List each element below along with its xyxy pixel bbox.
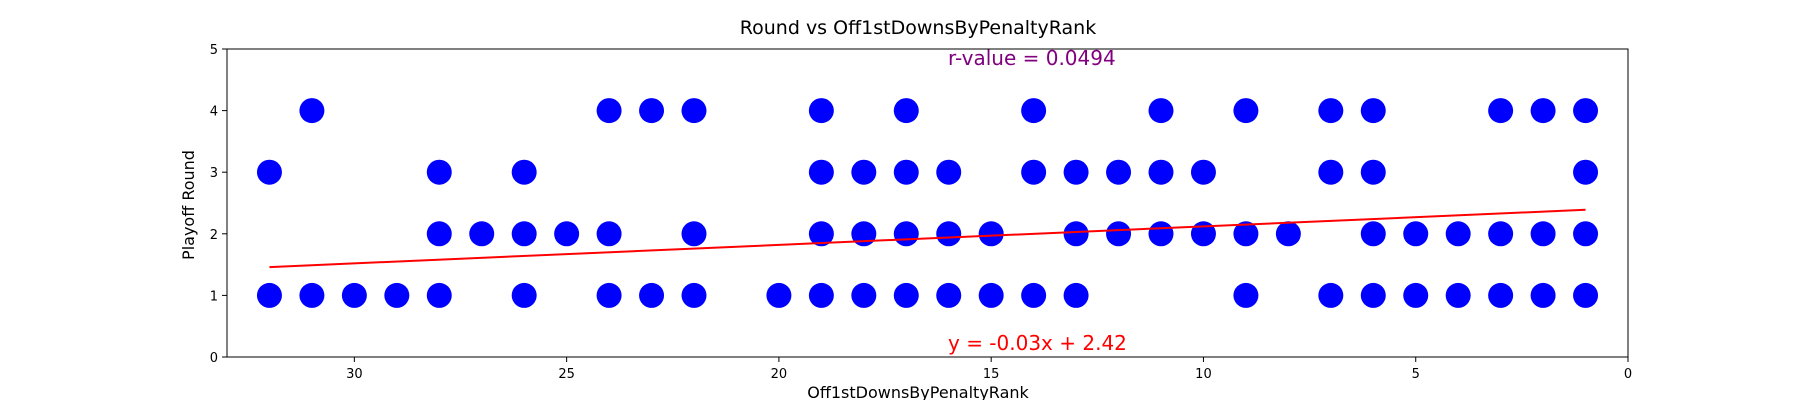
data-point <box>936 221 961 246</box>
data-point <box>1573 98 1598 123</box>
data-point <box>1233 98 1258 123</box>
data-point <box>1276 221 1301 246</box>
data-point <box>1106 221 1131 246</box>
data-point <box>894 98 919 123</box>
y-tick-label: 5 <box>210 43 218 58</box>
data-point <box>1573 283 1598 308</box>
data-point <box>682 98 707 123</box>
r-value-annotation: r-value = 0.0494 <box>948 46 1116 70</box>
data-point <box>1488 283 1513 308</box>
data-point <box>809 98 834 123</box>
data-point <box>1149 98 1174 123</box>
data-point <box>1361 221 1386 246</box>
data-point <box>682 221 707 246</box>
data-point <box>1361 160 1386 185</box>
data-point <box>1106 160 1131 185</box>
data-point <box>1021 283 1046 308</box>
data-point <box>639 283 664 308</box>
data-point <box>427 221 452 246</box>
data-point <box>427 160 452 185</box>
data-point <box>894 221 919 246</box>
data-point <box>1149 160 1174 185</box>
data-point <box>639 98 664 123</box>
data-point <box>1488 98 1513 123</box>
y-axis-label: Playoff Round <box>179 150 198 260</box>
data-point <box>1064 160 1089 185</box>
data-point <box>1361 283 1386 308</box>
data-point <box>1403 221 1428 246</box>
data-point <box>1403 283 1428 308</box>
x-tick-label: 20 <box>771 367 788 382</box>
y-tick-label: 3 <box>210 166 218 181</box>
data-point <box>554 221 579 246</box>
data-point <box>1064 283 1089 308</box>
data-point <box>979 221 1004 246</box>
y-tick-label: 4 <box>210 105 218 120</box>
x-tick-label: 0 <box>1624 367 1632 382</box>
data-point <box>1446 283 1471 308</box>
data-point <box>469 221 494 246</box>
data-point <box>894 160 919 185</box>
data-point <box>1318 283 1343 308</box>
data-point <box>766 283 791 308</box>
data-point <box>1573 221 1598 246</box>
axes: 30 25 20 15 10 5 0 0 1 2 3 4 5 <box>210 43 1632 382</box>
data-point <box>597 283 622 308</box>
plot-frame <box>227 49 1628 357</box>
data-point <box>894 283 919 308</box>
fit-equation-annotation: y = -0.03x + 2.42 <box>948 331 1127 355</box>
data-point <box>1531 283 1556 308</box>
data-point <box>1488 221 1513 246</box>
data-point <box>1191 160 1216 185</box>
data-point <box>809 283 834 308</box>
x-tick-label: 10 <box>1195 367 1212 382</box>
data-point <box>257 283 282 308</box>
data-point <box>1446 221 1471 246</box>
data-point <box>597 98 622 123</box>
data-point <box>1318 160 1343 185</box>
data-point <box>299 283 324 308</box>
data-point <box>936 283 961 308</box>
fit-line <box>269 210 1585 267</box>
data-point <box>1318 98 1343 123</box>
data-point <box>1361 98 1386 123</box>
data-point <box>1531 98 1556 123</box>
data-point <box>979 283 1004 308</box>
data-point <box>342 283 367 308</box>
x-tick-label: 30 <box>346 367 363 382</box>
data-point <box>1233 283 1258 308</box>
data-point <box>1531 221 1556 246</box>
data-point <box>851 283 876 308</box>
data-point <box>851 160 876 185</box>
data-point <box>1149 221 1174 246</box>
data-point <box>512 283 537 308</box>
data-point <box>1573 160 1598 185</box>
data-point <box>1064 221 1089 246</box>
chart-title: Round vs Off1stDownsByPenaltyRank <box>740 17 1096 39</box>
x-tick-label: 15 <box>983 367 1000 382</box>
data-point <box>257 160 282 185</box>
data-point <box>512 160 537 185</box>
data-point <box>682 283 707 308</box>
data-point <box>299 98 324 123</box>
data-point <box>427 283 452 308</box>
data-point <box>512 221 537 246</box>
y-tick-label: 0 <box>210 351 218 366</box>
y-tick-label: 1 <box>210 289 218 304</box>
y-tick-label: 2 <box>210 228 218 243</box>
data-point <box>1021 98 1046 123</box>
x-tick-label: 25 <box>558 367 575 382</box>
x-tick-label: 5 <box>1412 367 1420 382</box>
data-point <box>1021 160 1046 185</box>
x-axis-label: Off1stDownsByPenaltyRank <box>807 383 1029 400</box>
data-point <box>384 283 409 308</box>
data-point <box>936 160 961 185</box>
plot-area <box>257 98 1598 308</box>
data-point <box>597 221 622 246</box>
data-point <box>809 160 834 185</box>
